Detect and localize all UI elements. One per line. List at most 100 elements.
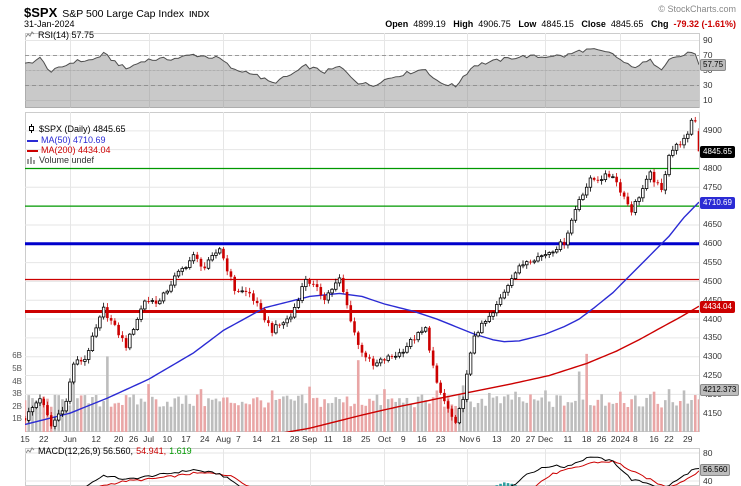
x-tick-label: Dec: [537, 434, 554, 444]
x-tick-label: Nov: [459, 434, 475, 444]
price-tick-label: 4450: [703, 294, 722, 305]
copyright: © StockCharts.com: [658, 4, 736, 14]
ma200-line-icon: [27, 149, 38, 152]
ma50-line-icon: [27, 139, 38, 142]
x-tick-label: 7: [236, 434, 241, 444]
x-tick-label: 29: [683, 434, 693, 444]
volume-tick-label: 1B: [12, 414, 22, 424]
price-tick-label: 4750: [703, 181, 722, 192]
high-value: 4906.75: [478, 19, 511, 29]
x-tick-label: 18: [342, 434, 352, 444]
volume-tick-label: 4B: [12, 376, 22, 386]
x-tick-label: 17: [181, 434, 191, 444]
x-tick-label: Jun: [63, 434, 77, 444]
x-tick-label: 11: [323, 434, 333, 444]
price-tick-label: 4150: [703, 407, 722, 418]
x-tick-label: 10: [162, 434, 173, 444]
chart-date: 31-Jan-2024: [24, 19, 75, 29]
x-tick-label: 27: [525, 434, 536, 444]
macd-legend: MACD(12,26,9) 56.560, 54.941, 1.619: [25, 446, 192, 457]
legend-volume-text: Volume undef: [39, 155, 95, 165]
x-tick-label: 8: [632, 434, 638, 444]
macd-value-box: 56.560: [700, 463, 731, 476]
x-tick-label: 22: [664, 434, 674, 444]
x-tick-label: Jul: [143, 434, 154, 444]
legend-ma50-row: MA(50) 4710.69: [27, 135, 106, 145]
x-tick-label: 11: [563, 434, 573, 444]
rsi-legend: RSI(14) 57.75: [25, 30, 95, 41]
x-tick-label: 25: [361, 434, 371, 444]
close-value: 4845.65: [610, 19, 644, 29]
x-tick-label: 9: [400, 434, 406, 444]
x-tick-label: 6: [475, 434, 481, 444]
price-tick-label: 4350: [703, 332, 722, 343]
rsi-value-box: 57.75: [700, 59, 727, 72]
rsi-tick-label: 90: [703, 35, 713, 45]
ma200-value-box: 4434.04: [700, 300, 735, 313]
gray-value-box: 4212.373: [700, 384, 740, 397]
chg-value: -79.32 (-1.61%): [673, 19, 736, 29]
x-tick-label: 26: [128, 434, 139, 444]
exchange-label: INDX: [189, 9, 210, 19]
indicator-icon: [25, 446, 35, 457]
x-tick-label: 21: [271, 434, 281, 444]
legend-symbol-text: $SPX (Daily) 4845.65: [39, 124, 126, 134]
macd-label-text: MACD(12,26,9) 56.560,: [38, 446, 134, 456]
volume-tick-label: 2B: [12, 401, 22, 411]
volume-bars-icon: [27, 155, 36, 166]
macd-tick-label: 40: [703, 475, 713, 486]
legend-ma50-text: MA(50) 4710.69: [41, 135, 106, 145]
price-tick-label: 4550: [703, 257, 722, 268]
high-label: High: [453, 19, 474, 29]
open-value: 4899.19: [413, 19, 446, 29]
quote-line: Open 4899.19 High 4906.75 Low 4845.15 Close…: [380, 19, 736, 29]
x-tick-label: 20: [113, 434, 124, 444]
legend-volume-row: Volume undef: [27, 155, 94, 166]
symbol-name: S&P 500 Large Cap Index: [62, 8, 185, 20]
macd-signal-value: 54.941,: [136, 446, 167, 456]
price-tick-label: 4250: [703, 370, 722, 381]
x-tick-label: 15: [20, 434, 30, 444]
price-tick-label: 4400: [703, 313, 722, 324]
ma50-value-box: 4710.69: [700, 196, 735, 209]
rsi-tick-label: 30: [703, 80, 713, 90]
candlestick-icon: [27, 124, 36, 135]
x-tick-label: 18: [581, 434, 592, 444]
price-tick-label: 4500: [703, 275, 722, 286]
x-tick-label: 13: [492, 434, 502, 444]
legend-ma200-text: MA(200) 4434.04: [41, 145, 111, 155]
macd-hist-value: 1.619: [169, 446, 192, 456]
header-title-row: $SPX S&P 500 Large Cap Index INDX: [24, 4, 209, 22]
rsi-tick-label: 10: [703, 95, 713, 105]
x-tick-label: 14: [252, 434, 262, 444]
x-tick-label: Oct: [377, 434, 392, 444]
x-tick-label: 2024: [610, 434, 630, 444]
x-tick-label: Sep: [302, 434, 318, 444]
price-tick-label: 4800: [703, 162, 722, 173]
x-tick-label: 16: [649, 434, 659, 444]
x-tick-label: 23: [435, 434, 446, 444]
legend-symbol-row: $SPX (Daily) 4845.65: [27, 124, 126, 135]
volume-tick-label: 3B: [12, 389, 22, 399]
price-tick-label: 4600: [703, 238, 722, 249]
x-tick-label: 16: [417, 434, 427, 444]
rsi-label-text: RSI(14) 57.75: [38, 30, 95, 40]
rsi-tick-label: 70: [703, 50, 713, 60]
price-tick-label: 4900: [703, 125, 722, 136]
legend-ma200-row: MA(200) 4434.04: [27, 145, 111, 155]
volume-tick-label: 6B: [12, 351, 22, 361]
price-value-box: 4845.65: [700, 145, 735, 158]
x-tick-label: 28: [289, 434, 300, 444]
symbol: $SPX: [24, 5, 58, 20]
price-tick-label: 4300: [703, 351, 722, 362]
macd-tick-label: 80: [703, 447, 713, 458]
price-tick-label: 4650: [703, 219, 722, 230]
x-tick-label: 24: [199, 434, 210, 444]
x-tick-label: 12: [91, 434, 101, 444]
x-tick-label: 26: [596, 434, 607, 444]
x-tick-label: 22: [38, 434, 49, 444]
low-label: Low: [518, 19, 537, 29]
close-label: Close: [581, 19, 606, 29]
